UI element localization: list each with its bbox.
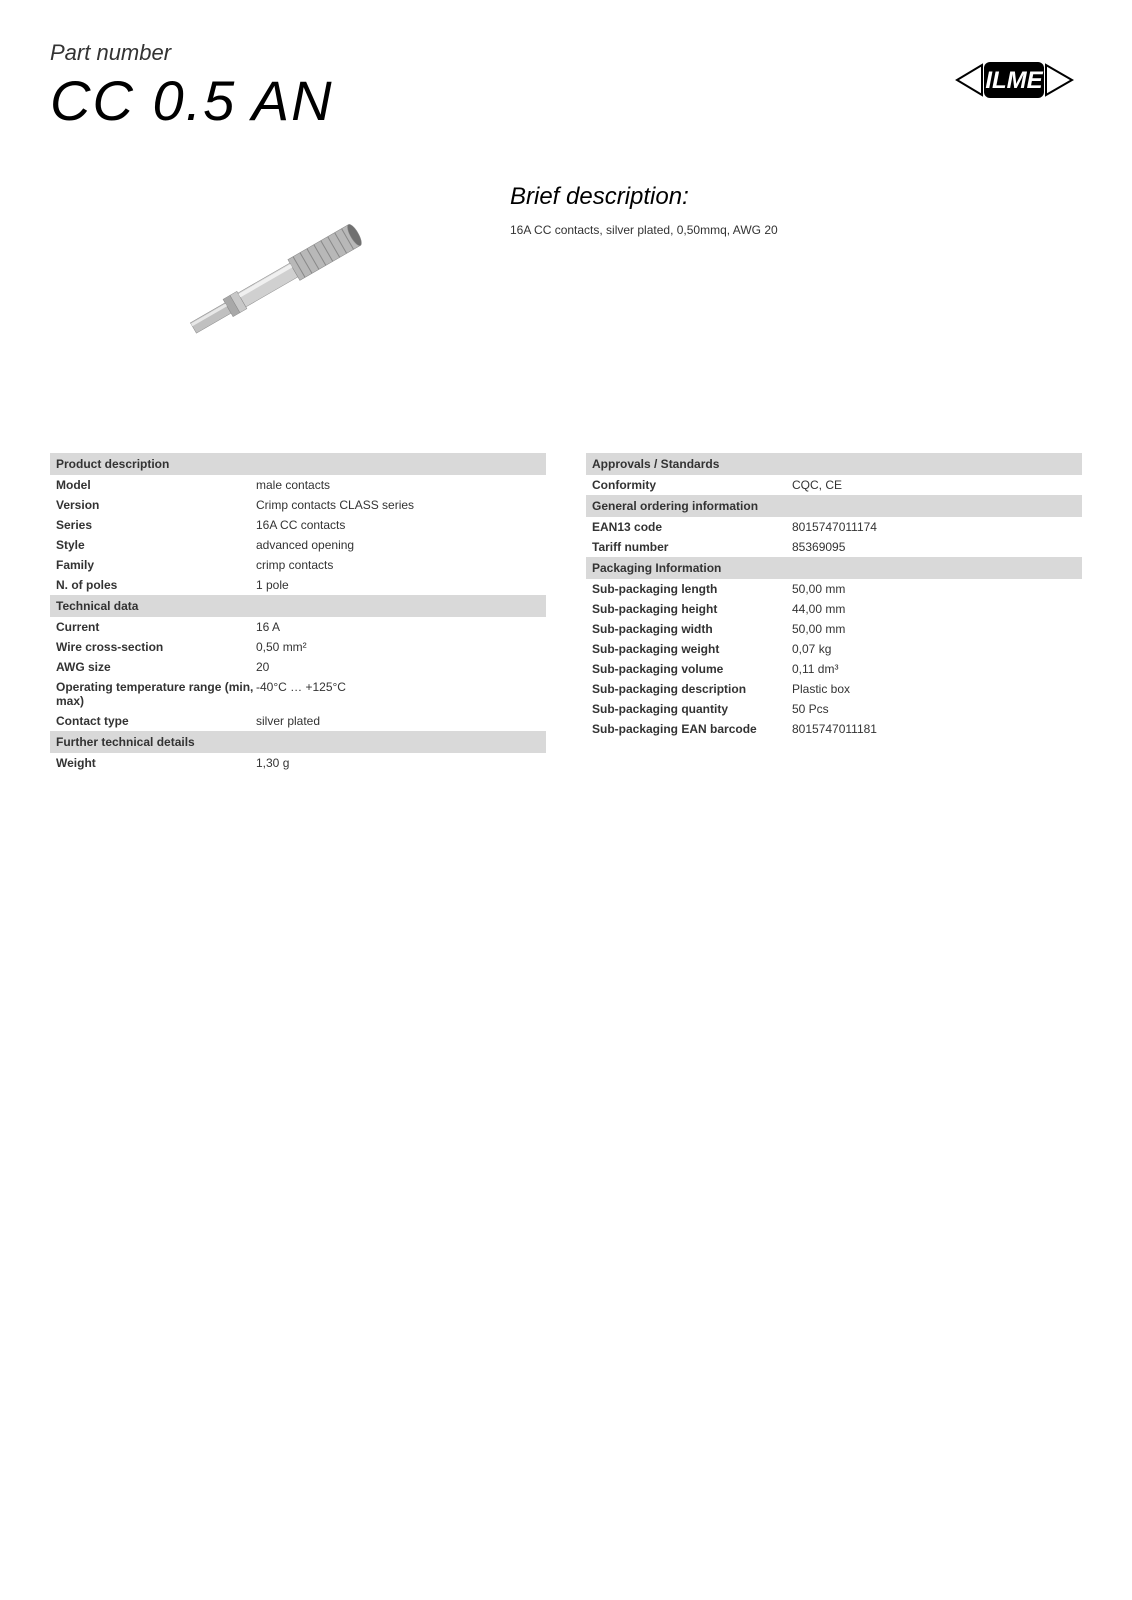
spec-label: Sub-packaging height	[592, 602, 792, 616]
spec-value: advanced opening	[256, 538, 354, 552]
spec-row: Current16 A	[50, 617, 546, 637]
spec-row: EAN13 code8015747011174	[586, 517, 1082, 537]
brief-text: 16A CC contacts, silver plated, 0,50mmq,…	[510, 223, 778, 237]
spec-value: male contacts	[256, 478, 330, 492]
specs-left-column: Product descriptionModelmale contactsVer…	[50, 453, 546, 773]
spec-value: -40°C … +125°C	[256, 680, 346, 708]
spec-row: Wire cross-section0,50 mm²	[50, 637, 546, 657]
spec-value: 16A CC contacts	[256, 518, 345, 532]
svg-text:ILME: ILME	[985, 67, 1043, 94]
spec-value: 16 A	[256, 620, 280, 634]
spec-label: Weight	[56, 756, 256, 770]
spec-row: AWG size20	[50, 657, 546, 677]
spec-value: Crimp contacts CLASS series	[256, 498, 414, 512]
spec-row: Series16A CC contacts	[50, 515, 546, 535]
spec-value: 85369095	[792, 540, 845, 554]
spec-row: Sub-packaging EAN barcode8015747011181	[586, 719, 1082, 739]
spec-section-header: Approvals / Standards	[586, 453, 1082, 475]
spec-row: ConformityCQC, CE	[586, 475, 1082, 495]
spec-row: Contact typesilver plated	[50, 711, 546, 731]
spec-section-header: General ordering information	[586, 495, 1082, 517]
spec-label: Sub-packaging volume	[592, 662, 792, 676]
spec-label: N. of poles	[56, 578, 256, 592]
spec-value: 8015747011174	[792, 520, 877, 534]
spec-row: Sub-packaging quantity50 Pcs	[586, 699, 1082, 719]
spec-row: Sub-packaging descriptionPlastic box	[586, 679, 1082, 699]
spec-label: Sub-packaging EAN barcode	[592, 722, 792, 736]
spec-label: Tariff number	[592, 540, 792, 554]
spec-value: 0,07 kg	[792, 642, 831, 656]
spec-label: Conformity	[592, 478, 792, 492]
brand-logo: ILME	[952, 50, 1082, 115]
spec-value: crimp contacts	[256, 558, 333, 572]
spec-value: 20	[256, 660, 269, 674]
spec-section-header: Further technical details	[50, 731, 546, 753]
spec-label: Sub-packaging quantity	[592, 702, 792, 716]
spec-label: Operating temperature range (min, max)	[56, 680, 256, 708]
spec-label: EAN13 code	[592, 520, 792, 534]
spec-label: Contact type	[56, 714, 256, 728]
spec-row: Sub-packaging volume0,11 dm³	[586, 659, 1082, 679]
spec-row: Sub-packaging width50,00 mm	[586, 619, 1082, 639]
spec-row: VersionCrimp contacts CLASS series	[50, 495, 546, 515]
spec-label: Sub-packaging description	[592, 682, 792, 696]
spec-row: Weight1,30 g	[50, 753, 546, 773]
spec-label: Sub-packaging weight	[592, 642, 792, 656]
spec-row: Tariff number85369095	[586, 537, 1082, 557]
spec-value: 0,11 dm³	[792, 662, 838, 676]
spec-row: Familycrimp contacts	[50, 555, 546, 575]
spec-label: Sub-packaging width	[592, 622, 792, 636]
spec-row: N. of poles1 pole	[50, 575, 546, 595]
spec-row: Sub-packaging weight0,07 kg	[586, 639, 1082, 659]
spec-row: Styleadvanced opening	[50, 535, 546, 555]
spec-label: Current	[56, 620, 256, 634]
spec-value: silver plated	[256, 714, 320, 728]
spec-label: Series	[56, 518, 256, 532]
spec-value: CQC, CE	[792, 478, 842, 492]
product-image	[110, 163, 450, 393]
specs-container: Product descriptionModelmale contactsVer…	[50, 453, 1082, 773]
spec-value: 1,30 g	[256, 756, 289, 770]
brief-title: Brief description:	[510, 183, 778, 211]
spec-label: Family	[56, 558, 256, 572]
spec-value: 0,50 mm²	[256, 640, 307, 654]
spec-section-header: Technical data	[50, 595, 546, 617]
contact-pin-icon	[130, 188, 430, 368]
specs-right-column: Approvals / StandardsConformityCQC, CEGe…	[586, 453, 1082, 773]
hero-section: Brief description: 16A CC contacts, silv…	[50, 163, 1082, 393]
spec-row: Sub-packaging height44,00 mm	[586, 599, 1082, 619]
spec-value: 8015747011181	[792, 722, 877, 736]
page-header: Part number CC 0.5 AN ILME	[50, 40, 1082, 133]
spec-label: Version	[56, 498, 256, 512]
spec-value: 50,00 mm	[792, 622, 845, 636]
spec-row: Operating temperature range (min, max)-4…	[50, 677, 546, 711]
brief-description-block: Brief description: 16A CC contacts, silv…	[510, 183, 778, 237]
spec-value: 1 pole	[256, 578, 289, 592]
spec-label: Style	[56, 538, 256, 552]
part-number-label: Part number	[50, 40, 334, 66]
spec-value: 50 Pcs	[792, 702, 829, 716]
spec-label: Sub-packaging length	[592, 582, 792, 596]
title-block: Part number CC 0.5 AN	[50, 40, 334, 133]
spec-value: Plastic box	[792, 682, 850, 696]
part-number-value: CC 0.5 AN	[50, 68, 334, 133]
spec-row: Sub-packaging length50,00 mm	[586, 579, 1082, 599]
spec-label: Model	[56, 478, 256, 492]
spec-section-header: Product description	[50, 453, 546, 475]
spec-row: Modelmale contacts	[50, 475, 546, 495]
spec-section-header: Packaging Information	[586, 557, 1082, 579]
ilme-logo-icon: ILME	[952, 50, 1082, 110]
spec-value: 44,00 mm	[792, 602, 845, 616]
spec-label: AWG size	[56, 660, 256, 674]
spec-value: 50,00 mm	[792, 582, 845, 596]
spec-label: Wire cross-section	[56, 640, 256, 654]
